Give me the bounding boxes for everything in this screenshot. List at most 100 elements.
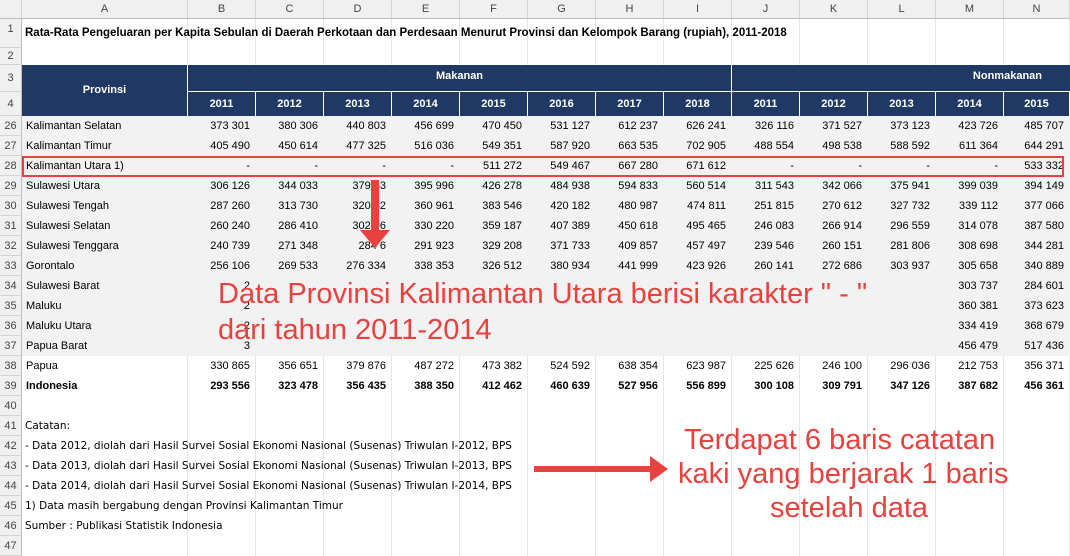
cell-value[interactable]: 2 xyxy=(188,316,256,336)
cell-value[interactable]: 487 272 xyxy=(414,360,454,372)
cell-value[interactable]: 663 535 xyxy=(596,136,664,156)
cell-value[interactable]: 240 739 xyxy=(188,236,256,256)
cell-value[interactable]: 524 592 xyxy=(550,360,590,372)
cell-value[interactable]: 330 220 xyxy=(392,216,460,236)
cell-value[interactable]: - xyxy=(936,156,1004,176)
cell-value[interactable]: 612 237 xyxy=(596,116,664,136)
cell-value[interactable] xyxy=(460,276,528,296)
column-header-F[interactable]: F xyxy=(460,0,528,19)
row-header-4[interactable]: 4 xyxy=(0,92,22,116)
row-header-39[interactable]: 39 xyxy=(0,376,22,396)
cell-value[interactable]: 399 039 xyxy=(936,176,1004,196)
cell-value[interactable]: 409 857 xyxy=(596,236,664,256)
cell-value[interactable]: 287 260 xyxy=(188,196,256,216)
cell-value[interactable]: 260 141 xyxy=(732,256,800,276)
cell-value[interactable]: 311 543 xyxy=(732,176,800,196)
row-header-42[interactable]: 42 xyxy=(0,436,22,456)
cell-value[interactable]: 498 538 xyxy=(800,136,868,156)
row-header-32[interactable]: 32 xyxy=(0,236,22,256)
cell-province-name[interactable]: Sulawesi Barat xyxy=(22,276,188,296)
cell-value[interactable] xyxy=(460,296,528,316)
cell-value[interactable]: 308 698 xyxy=(936,236,1004,256)
cell-value[interactable] xyxy=(460,336,528,356)
cell-value[interactable] xyxy=(392,296,460,316)
cell-value[interactable]: 260 240 xyxy=(188,216,256,236)
cell-value[interactable]: 470 450 xyxy=(460,116,528,136)
cell-value[interactable]: 671 612 xyxy=(664,156,732,176)
cell-value[interactable]: 334 419 xyxy=(936,316,1004,336)
header-nonmakanan[interactable]: Nonmakanan xyxy=(732,65,1070,92)
header-makanan-year[interactable]: 2012 xyxy=(256,92,324,116)
cell-province-name[interactable]: Maluku xyxy=(22,296,188,316)
cell-value[interactable]: 549 351 xyxy=(460,136,528,156)
column-header-G[interactable]: G xyxy=(528,0,596,19)
cell-value[interactable] xyxy=(868,316,936,336)
cell-value[interactable]: 380 934 xyxy=(528,256,596,276)
cell-value[interactable]: 405 490 xyxy=(188,136,256,156)
cell-value[interactable]: 271 348 xyxy=(256,236,324,256)
cell-value[interactable]: 356 435 xyxy=(346,380,386,392)
cell-value[interactable]: 2 xyxy=(188,296,256,316)
cell-value[interactable] xyxy=(732,296,800,316)
cell-value[interactable]: 309 791 xyxy=(822,380,862,392)
header-makanan-year[interactable]: 2014 xyxy=(392,92,460,116)
cell-value[interactable]: 516 036 xyxy=(392,136,460,156)
cell-value[interactable]: 560 514 xyxy=(664,176,732,196)
cell-value[interactable] xyxy=(392,336,460,356)
cell-value[interactable]: 360 961 xyxy=(392,196,460,216)
column-header-C[interactable]: C xyxy=(256,0,324,19)
row-header-33[interactable]: 33 xyxy=(0,256,22,276)
cell-value[interactable]: 266 914 xyxy=(800,216,868,236)
cell-value[interactable]: 293 556 xyxy=(210,380,250,392)
cell-value[interactable]: 527 956 xyxy=(618,380,658,392)
cell-value[interactable] xyxy=(800,296,868,316)
note-text[interactable]: - Data 2012, diolah dari Hasil Survei So… xyxy=(25,440,512,452)
cell-value[interactable]: 556 899 xyxy=(686,380,726,392)
column-header-A[interactable]: A xyxy=(22,0,188,19)
cell-value[interactable]: 456 699 xyxy=(392,116,460,136)
cell-value[interactable]: 488 554 xyxy=(732,136,800,156)
row-header-26[interactable]: 26 xyxy=(0,116,22,136)
cell-value[interactable] xyxy=(256,296,324,316)
cell-value[interactable] xyxy=(324,276,392,296)
row-header-44[interactable]: 44 xyxy=(0,476,22,496)
cell-value[interactable]: 347 126 xyxy=(890,380,930,392)
cell-value[interactable]: 420 182 xyxy=(528,196,596,216)
cell-value[interactable] xyxy=(596,336,664,356)
row-header-45[interactable]: 45 xyxy=(0,496,22,516)
cell-value[interactable] xyxy=(732,336,800,356)
cell-value[interactable]: 284 6 xyxy=(324,236,392,256)
cell-value[interactable]: 412 462 xyxy=(482,380,522,392)
cell-province-name[interactable]: Sulawesi Tenggara xyxy=(22,236,188,256)
cell-value[interactable]: 587 920 xyxy=(528,136,596,156)
cell-value[interactable] xyxy=(800,276,868,296)
cell-value[interactable]: - xyxy=(256,156,324,176)
cell-value[interactable]: 531 127 xyxy=(528,116,596,136)
cell-value[interactable]: 256 106 xyxy=(188,256,256,276)
cell-value[interactable] xyxy=(324,336,392,356)
cell-value[interactable]: 368 679 xyxy=(1004,316,1070,336)
cell-value[interactable]: 327 732 xyxy=(868,196,936,216)
cell-value[interactable]: 338 353 xyxy=(392,256,460,276)
header-makanan-year[interactable]: 2017 xyxy=(596,92,664,116)
row-header-38[interactable]: 38 xyxy=(0,356,22,376)
cell-value[interactable]: 300 108 xyxy=(754,380,794,392)
row-header-36[interactable]: 36 xyxy=(0,316,22,336)
cell-province-name[interactable]: Gorontalo xyxy=(22,256,188,276)
cell-value[interactable]: 296 036 xyxy=(890,360,930,372)
cell-value[interactable]: 371 733 xyxy=(528,236,596,256)
cell-value[interactable]: 356 651 xyxy=(278,360,318,372)
cell-value[interactable]: 371 527 xyxy=(800,116,868,136)
cell-value[interactable]: - xyxy=(800,156,868,176)
cell-value[interactable]: 379 876 xyxy=(346,360,386,372)
cell-value[interactable]: 623 987 xyxy=(686,360,726,372)
cell-value[interactable]: 480 987 xyxy=(596,196,664,216)
cell-value[interactable]: 511 272 xyxy=(460,156,528,176)
sheet-title[interactable]: Rata-Rata Pengeluaran per Kapita Sebulan… xyxy=(25,27,787,39)
row-header-43[interactable]: 43 xyxy=(0,456,22,476)
cell-value[interactable]: 394 149 xyxy=(1004,176,1070,196)
cell-value[interactable] xyxy=(800,316,868,336)
cell-value[interactable]: - xyxy=(188,156,256,176)
cell-province-name[interactable]: Maluku Utara xyxy=(22,316,188,336)
cell-value[interactable]: 484 938 xyxy=(528,176,596,196)
